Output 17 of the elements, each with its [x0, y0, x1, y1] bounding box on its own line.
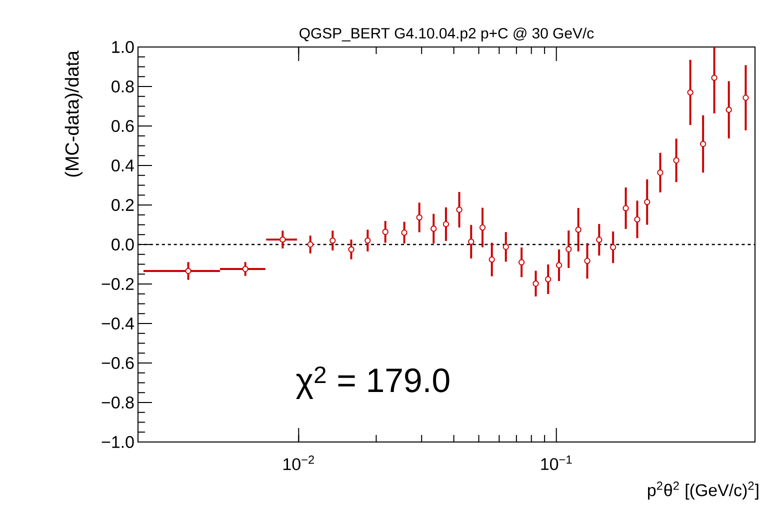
x-axis-title: p$^{2}$θ$^{2}$ [(GeV/c)$^{2}$]: [648, 482, 758, 500]
chart-title: QGSP_BERT G4.10.04.p2 p+C @ 30 GeV/c: [300, 28, 594, 42]
y-tick-label: 0.4: [112, 160, 134, 172]
y-tick-label: −0.8: [102, 396, 134, 409]
x-tick-label: 10$^{−1}$: [541, 456, 572, 470]
y-tick-label: −0.2: [102, 278, 134, 290]
y-tick-label: 1.0: [112, 41, 134, 53]
y-axis-title: (MC-data)/data: [64, 50, 82, 177]
y-tick-label: 0.2: [112, 199, 134, 211]
y-tick-label: −0.6: [102, 357, 134, 369]
y-tick-label: −0.4: [102, 318, 134, 330]
y-tick-label: 0.0: [112, 238, 134, 250]
y-tick-label: 0.6: [112, 120, 134, 132]
annotation: χ$^{2}$ = 179.0: [296, 366, 450, 400]
x-tick-label: 10$^{−2}$: [284, 456, 314, 470]
y-tick-label: −1.0: [102, 436, 134, 448]
y-tick-label: 0.8: [112, 80, 134, 92]
